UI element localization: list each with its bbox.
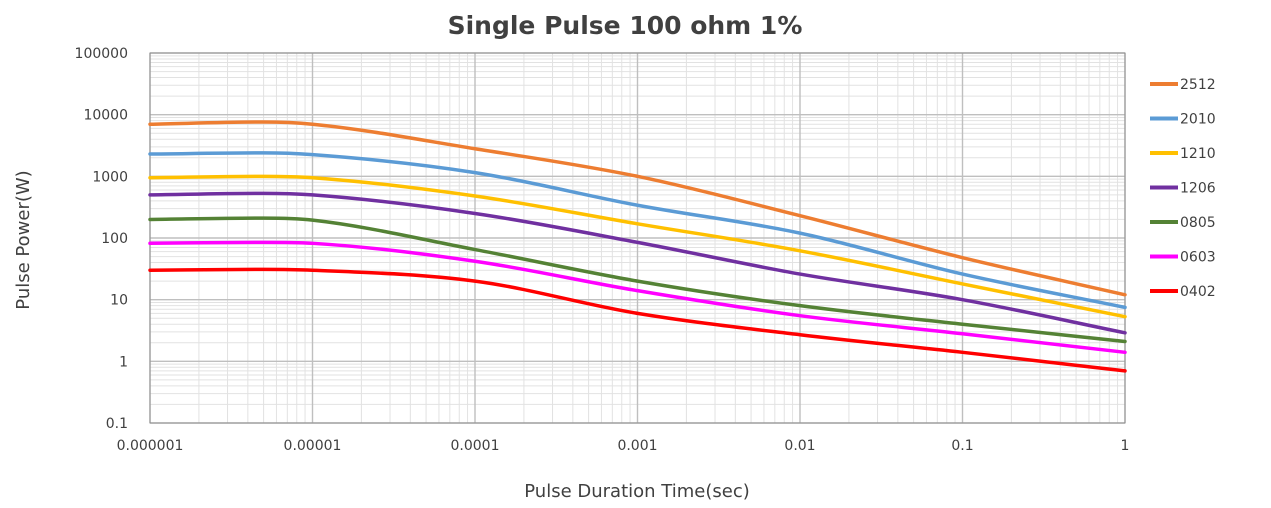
x-tick-label: 0.001 (617, 438, 657, 454)
y-tick-label: 1000 (92, 169, 128, 185)
y-tick-label: 10000 (83, 108, 128, 124)
series-line-2512 (148, 120, 1127, 297)
series-line-2010 (148, 151, 1127, 310)
x-axis-ticks: 0.000001 0.00001 0.0001 0.001 0.01 0.1 1 (117, 438, 1130, 454)
y-axis-label: Pulse Power(W) (13, 170, 34, 309)
x-tick-label: 0.01 (784, 438, 815, 454)
legend-label-2512: 2512 (1180, 77, 1216, 93)
chart-title: Single Pulse 100 ohm 1% (448, 11, 803, 40)
series-lines (148, 120, 1127, 373)
y-tick-label: 0.1 (106, 416, 128, 432)
series-line-0603 (148, 240, 1127, 355)
x-tick-label: 1 (1121, 438, 1130, 454)
series-line-1210 (148, 174, 1127, 319)
grid (149, 52, 1126, 424)
series-line-0402 (148, 267, 1127, 373)
y-tick-label: 100 (101, 231, 128, 247)
x-tick-label: 0.0001 (451, 438, 500, 454)
x-axis-label: Pulse Duration Time(sec) (524, 481, 749, 502)
x-tick-label: 0.000001 (117, 438, 184, 454)
legend-label-0402: 0402 (1180, 284, 1216, 300)
series-line-0805 (148, 216, 1127, 344)
legend: 2512 2010 1210 1206 0805 0603 0402 (1150, 77, 1216, 300)
y-axis-ticks: 0.1 1 10 100 1000 10000 100000 (75, 46, 128, 432)
plot-area (149, 52, 1126, 424)
legend-label-2010: 2010 (1180, 112, 1216, 128)
y-tick-label: 100000 (75, 46, 128, 62)
legend-label-0805: 0805 (1180, 215, 1216, 231)
y-tick-label: 10 (110, 293, 128, 309)
x-tick-label: 0.00001 (284, 438, 342, 454)
legend-label-0603: 0603 (1180, 250, 1216, 266)
series-line-1206 (148, 191, 1127, 335)
x-tick-label: 0.1 (951, 438, 973, 454)
y-tick-label: 1 (119, 354, 128, 370)
legend-label-1210: 1210 (1180, 146, 1216, 162)
legend-label-1206: 1206 (1180, 181, 1216, 197)
